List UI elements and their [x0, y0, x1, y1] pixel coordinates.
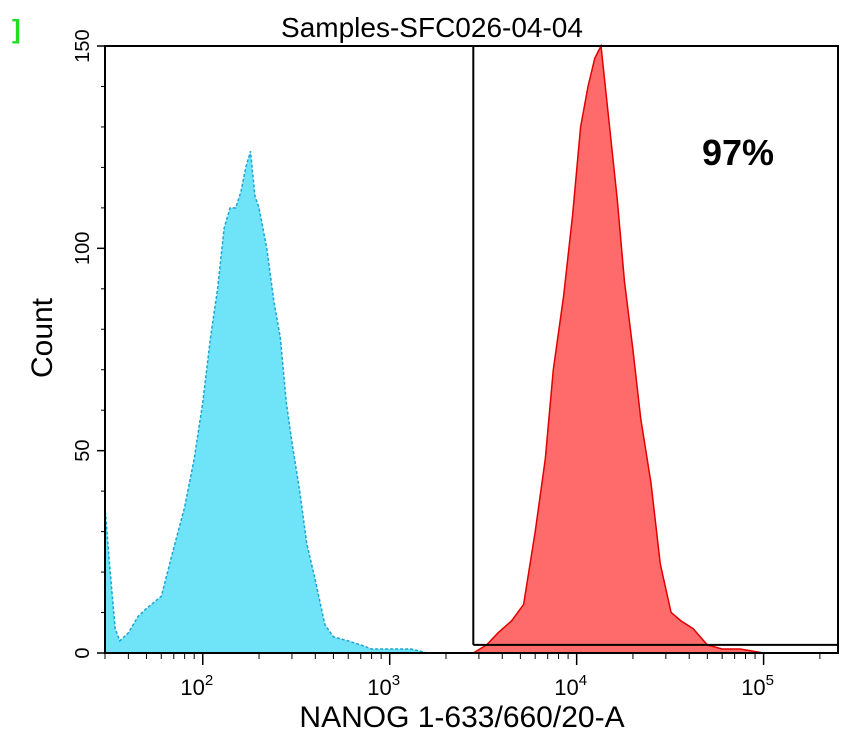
y-axis-label: Count: [26, 297, 59, 378]
x-axis-label: NANOG 1-633/660/20-A: [299, 701, 624, 730]
x-tick-label: 102: [180, 672, 213, 700]
gate-percentage-label: 97%: [702, 132, 774, 173]
y-tick-label: 150: [72, 29, 94, 62]
x-tick-label: 104: [554, 672, 587, 700]
y-tick-label: 50: [72, 440, 94, 462]
x-tick-label: 105: [741, 672, 774, 700]
y-tick-label: 100: [72, 232, 94, 265]
y-tick-label: 0: [72, 647, 94, 658]
histogram-series-2: [470, 43, 838, 654]
plot-frame: [104, 45, 839, 654]
chart-title: Samples-SFC026-04-04: [281, 12, 583, 43]
histogram-series-1: [104, 150, 446, 654]
corner-mark: ]: [12, 14, 21, 44]
x-tick-label: 103: [367, 672, 400, 700]
